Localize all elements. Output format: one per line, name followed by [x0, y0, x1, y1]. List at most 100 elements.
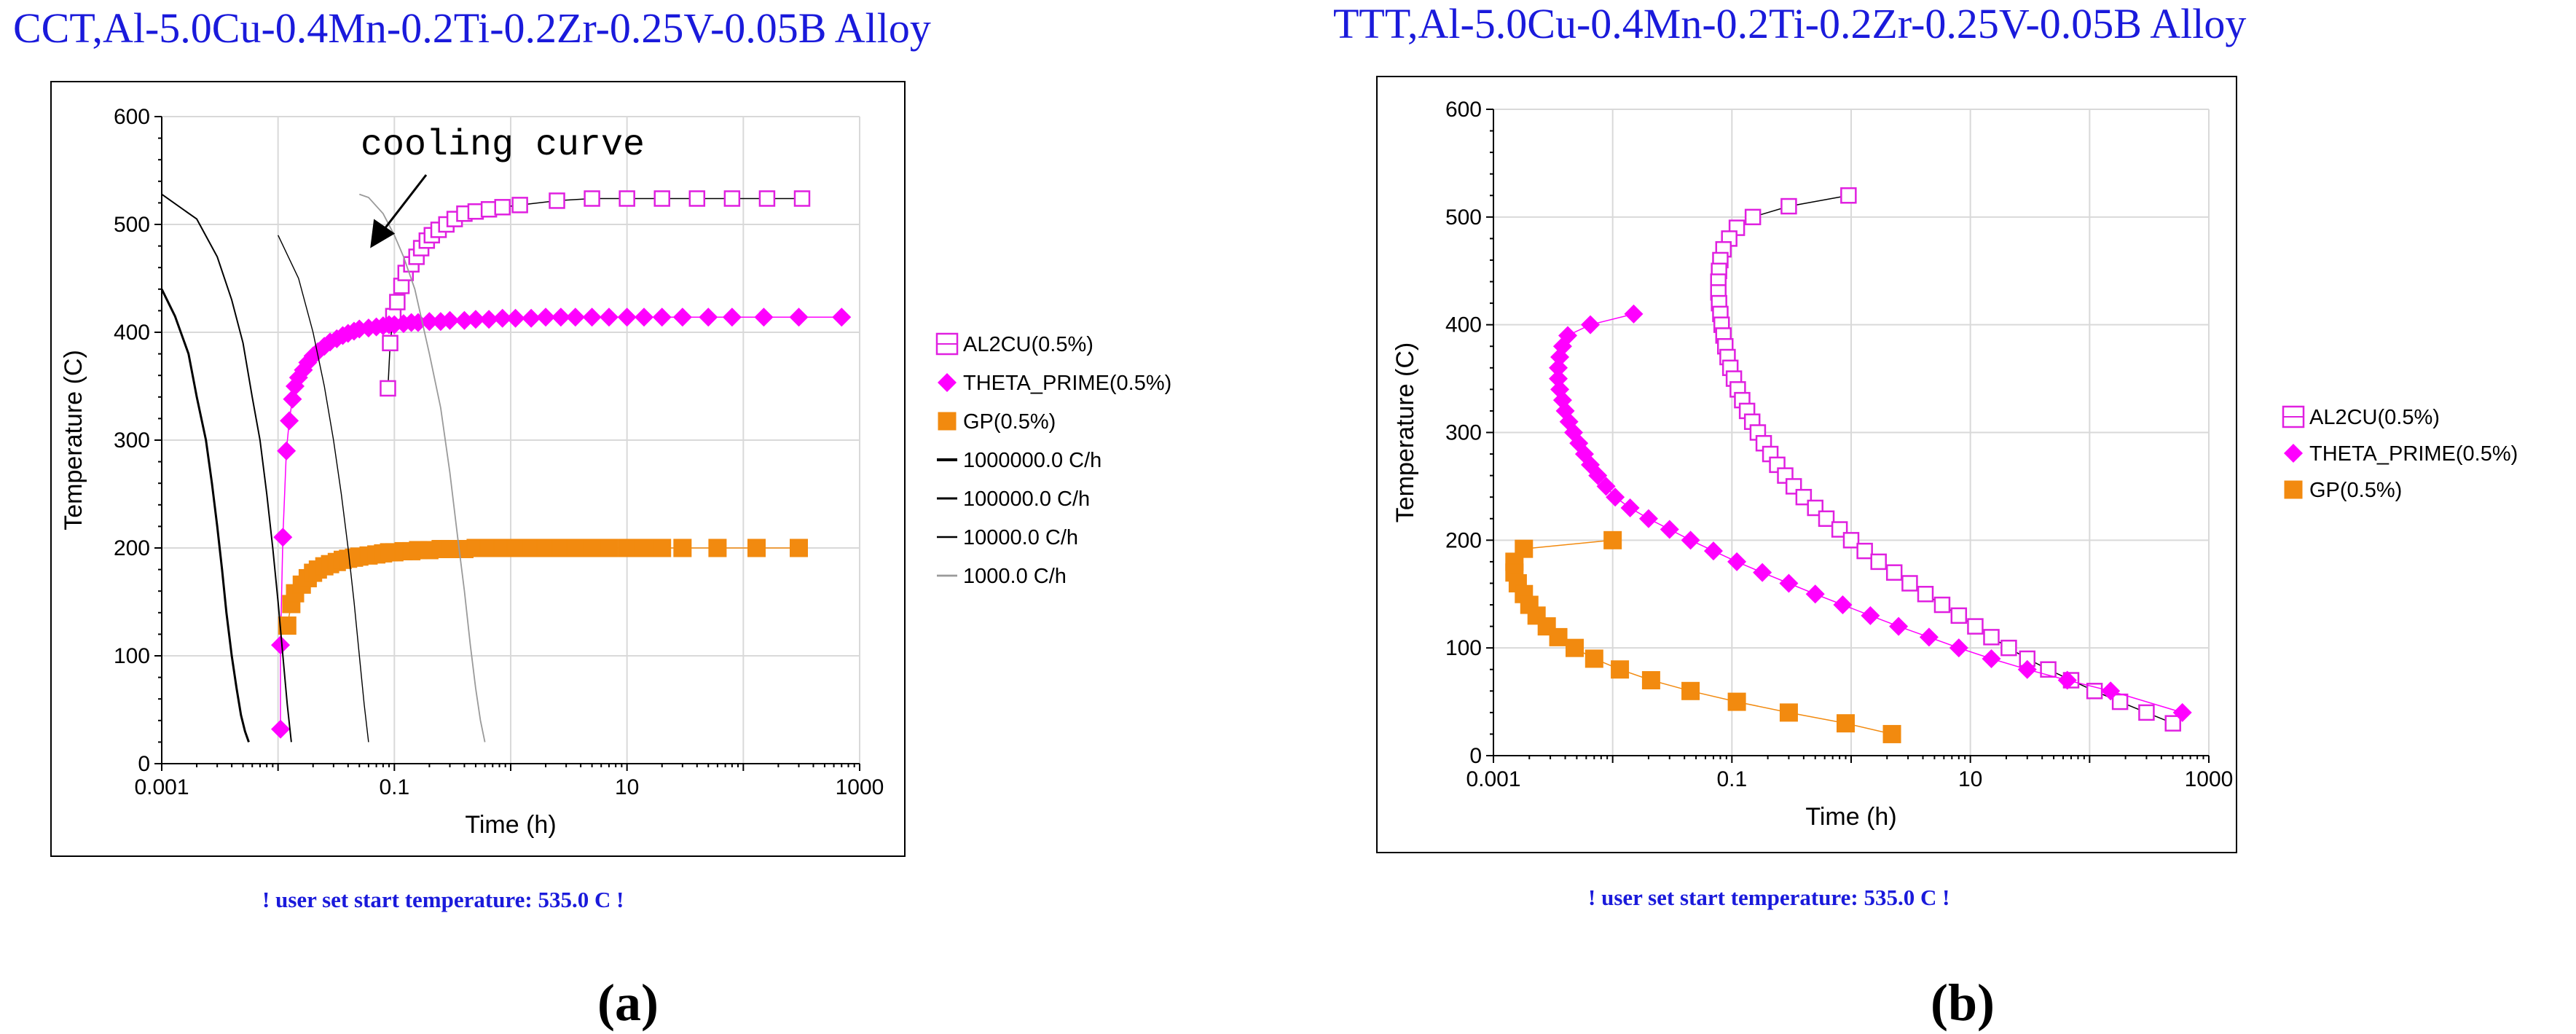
cct-series-theta-prime-0-5-point: [634, 308, 653, 327]
ttt-x-tick-label: 1000: [2185, 767, 2234, 791]
cct-series-1000000-0-c-h-line: [160, 289, 250, 743]
ttt-legend-gp-0-5-label: GP(0.5%): [2309, 479, 2402, 502]
cct-series-100000-0-c-h-line: [161, 193, 292, 743]
cct-legend-1000000-0-c-h-label: 1000000.0 C/h: [963, 449, 1102, 472]
cct-y-tick-label: 300: [114, 428, 150, 453]
ttt-series-theta-prime-0-5-point: [1549, 358, 1568, 377]
cct-series-al2cu-0-5-point: [389, 294, 406, 310]
ttt-series-gp-0-5-point: [1837, 714, 1856, 733]
ttt-x-tick-label: 0.001: [1466, 767, 1520, 791]
ttt-series-al2cu-0-5-point: [1917, 586, 1934, 603]
ttt-series-al2cu-0-5-point: [1950, 607, 1968, 624]
cct-series-gp-0-5-point: [635, 538, 653, 557]
cct-series-theta-prime-0-5-point: [672, 308, 692, 327]
ttt-series-al2cu-0-5-point: [1933, 596, 1951, 614]
ttt-series-theta-prime-0-5-point: [1949, 638, 1968, 658]
cct-x-tick-label: 0.001: [134, 775, 189, 799]
cct-series-al2cu-0-5-point: [793, 190, 811, 207]
cct-series-theta-prime-0-5-point: [582, 308, 602, 327]
cct-series-al2cu-0-5-point: [494, 199, 511, 216]
ttt-chart: 0 100 200 300 400 500 600 0.001 0.1 10 1000 Time (h…: [1376, 76, 2518, 853]
ttt-y-tick-label: 0: [1469, 744, 1482, 768]
ttt-series-al2cu-0-5-point: [2111, 693, 2129, 710]
ttt-legend-theta-prime-0-5-swatch: [2284, 444, 2303, 463]
cct-series-gp-0-5-point: [618, 538, 637, 557]
ttt-series-theta-prime-0-5-point: [1919, 627, 1939, 647]
cct-series-1000-0-c-h-line: [359, 193, 486, 743]
cct-series-gp-0-5-point: [747, 538, 766, 557]
cct-y-tick-label: 0: [138, 752, 150, 776]
ttt-series-theta-prime-0-5-point: [2101, 681, 2121, 701]
ttt-series-theta-prime-0-5-point: [1588, 466, 1608, 485]
cooling-curve-annotation: cooling curve: [361, 125, 645, 166]
ttt-series-theta-prime-0-5-point: [1753, 563, 1772, 582]
ttt-start-temperature-note: ! user set start temperature: 535.0 C !: [1588, 885, 1949, 910]
cct-x-tick-label: 10: [615, 775, 639, 799]
cct-series-al2cu-0-5-point: [511, 197, 528, 214]
cct-series-al2cu-0-5-point: [380, 380, 396, 397]
ttt-y-tick-label: 400: [1445, 313, 1482, 337]
ttt-series-theta-prime-0-5-point: [1660, 520, 1679, 539]
ttt-series-theta-prime-0-5-point: [1703, 541, 1723, 561]
cct-y-tick-label: 400: [114, 321, 150, 345]
ttt-series-al2cu-0-5-point: [1780, 197, 1797, 215]
cct-series-theta-prime-0-5-point: [492, 308, 512, 328]
cct-y-tick-label: 100: [114, 644, 150, 668]
cct-series-theta-prime-0-5-line: [280, 316, 842, 729]
cct-legend-theta-prime-0-5-label: THETA_PRIME(0.5%): [963, 372, 1171, 395]
ttt-y-tick-label: 200: [1445, 528, 1482, 552]
ttt-series-al2cu-0-5-point: [2138, 704, 2155, 721]
cct-series-theta-prime-0-5-point: [277, 441, 297, 461]
cct-series-theta-prime-0-5-point: [832, 308, 852, 327]
cct-legend-al2cu-0-5-label: AL2CU(0.5%): [963, 333, 1093, 356]
cct-series-theta-prime-0-5-point: [652, 308, 672, 327]
ttt-series-theta-prime-0-5-point: [1581, 315, 1601, 334]
cct-series-al2cu-0-5-point: [480, 201, 498, 218]
cct-series-al2cu-0-5-point: [549, 192, 565, 209]
ttt-series-al2cu-0-5-point: [2164, 715, 2181, 732]
ttt-series-gp-0-5-point: [1882, 724, 1901, 743]
cct-series-gp-0-5-point: [583, 538, 602, 557]
cct-series-theta-prime-0-5-point: [506, 308, 525, 328]
ttt-series-theta-prime-0-5-point: [1779, 573, 1799, 593]
cct-series-theta-prime-0-5-point: [273, 528, 293, 547]
cct-legend-100000-0-c-h-label: 100000.0 C/h: [963, 487, 1090, 511]
ttt-series-theta-prime-0-5-point: [1833, 595, 1853, 615]
ttt-series-theta-prime-0-5-point: [1624, 304, 1644, 324]
ttt-legend-theta-prime-0-5-label: THETA_PRIME(0.5%): [2309, 442, 2518, 466]
ttt-series-gp-0-5-line: [1514, 539, 1893, 735]
cct-series-theta-prime-0-5-point: [280, 411, 299, 431]
ttt-series-theta-prime-0-5-point: [1889, 616, 1909, 636]
cct-series-10000-0-c-h-line: [278, 235, 369, 743]
cct-series-theta-prime-0-5-point: [466, 310, 485, 329]
cct-y-tick-label: 500: [114, 213, 150, 237]
ttt-series-al2cu-0-5-point: [1818, 510, 1835, 528]
ttt-y-tick-label: 500: [1445, 205, 1482, 230]
ttt-series-theta-prime-0-5-point: [2017, 659, 2037, 679]
cct-series-theta-prime-0-5-point: [617, 308, 637, 327]
ttt-series-al2cu-0-5-point: [1967, 618, 1984, 635]
cct-series-al2cu-0-5-point: [653, 190, 670, 207]
ttt-outer-frame: [1376, 76, 2237, 853]
ttt-series-al2cu-0-5-point: [2000, 639, 2017, 657]
cct-series-theta-prime-0-5-point: [789, 308, 809, 327]
cct-series-theta-prime-0-5-point: [522, 308, 541, 328]
ttt-series-gp-0-5-point: [1727, 692, 1746, 711]
ttt-series-theta-prime-0-5-point: [2057, 670, 2077, 690]
ttt-series-al2cu-0-5-point: [1901, 575, 1918, 592]
cct-x-tick-label: 0.1: [379, 775, 409, 799]
ttt-legend-al2cu-0-5-label: AL2CU(0.5%): [2309, 406, 2440, 429]
cct-outer-frame: [50, 81, 906, 857]
ttt-chart-title: TTT,Al-5.0Cu-0.4Mn-0.2Ti-0.2Zr-0.25V-0.0…: [1333, 0, 2246, 47]
ttt-series-al2cu-0-5-point: [2040, 661, 2057, 678]
cct-series-theta-prime-0-5-point: [551, 308, 570, 327]
cct-series-gp-0-5-point: [506, 538, 525, 557]
ttt-series-theta-prime-0-5-point: [1596, 477, 1616, 496]
ttt-series-gp-0-5-point: [1585, 649, 1603, 668]
cct-series-al2cu-0-5-point: [382, 334, 398, 352]
ttt-series-theta-prime-0-5-point: [1982, 649, 2001, 668]
ttt-series-al2cu-0-5-point: [1842, 532, 1860, 549]
cct-legend-gp-0-5-label: GP(0.5%): [963, 410, 1056, 434]
ttt-series-gp-0-5-point: [1681, 681, 1700, 700]
ttt-series-al2cu-0-5-point: [1885, 564, 1903, 581]
